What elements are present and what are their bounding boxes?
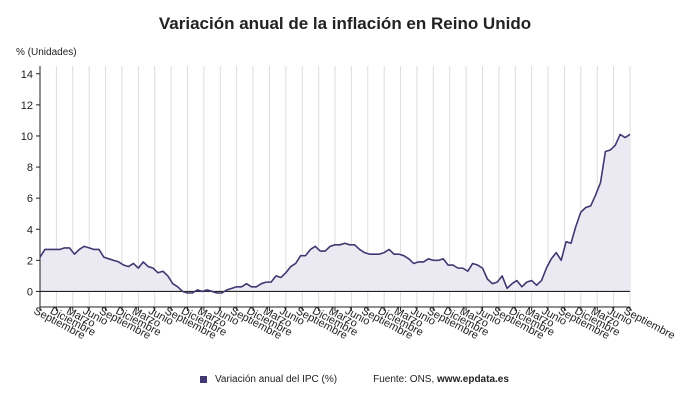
y-tick-label: 10 — [21, 131, 33, 143]
y-tick-label: 4 — [27, 224, 33, 236]
y-tick-label: 12 — [21, 100, 33, 112]
inflation-chart: 02468101214SeptiembreDiciembreMarzoJunio… — [21, 66, 677, 342]
y-axis-label: % (Unidades) — [16, 47, 77, 58]
y-tick-label: 6 — [27, 193, 33, 205]
source-prefix: Fuente: ONS, — [373, 374, 438, 385]
legend-source: Fuente: ONS, www.epdata.es — [373, 374, 509, 385]
legend-swatch — [200, 376, 207, 383]
source-site: www.epdata.es — [437, 374, 509, 385]
series-line — [39, 133, 631, 294]
series-area — [40, 134, 630, 294]
y-tick-label: 2 — [27, 255, 33, 267]
y-tick-label: 14 — [21, 69, 33, 81]
y-tick-label: 0 — [27, 286, 33, 298]
legend-series-label: Variación anual del IPC (%) — [215, 374, 338, 385]
legend: Variación anual del IPC (%) Fuente: ONS,… — [200, 374, 509, 385]
chart-title: Variación anual de la inflación en Reino… — [158, 14, 532, 33]
y-tick-label: 8 — [27, 162, 33, 174]
